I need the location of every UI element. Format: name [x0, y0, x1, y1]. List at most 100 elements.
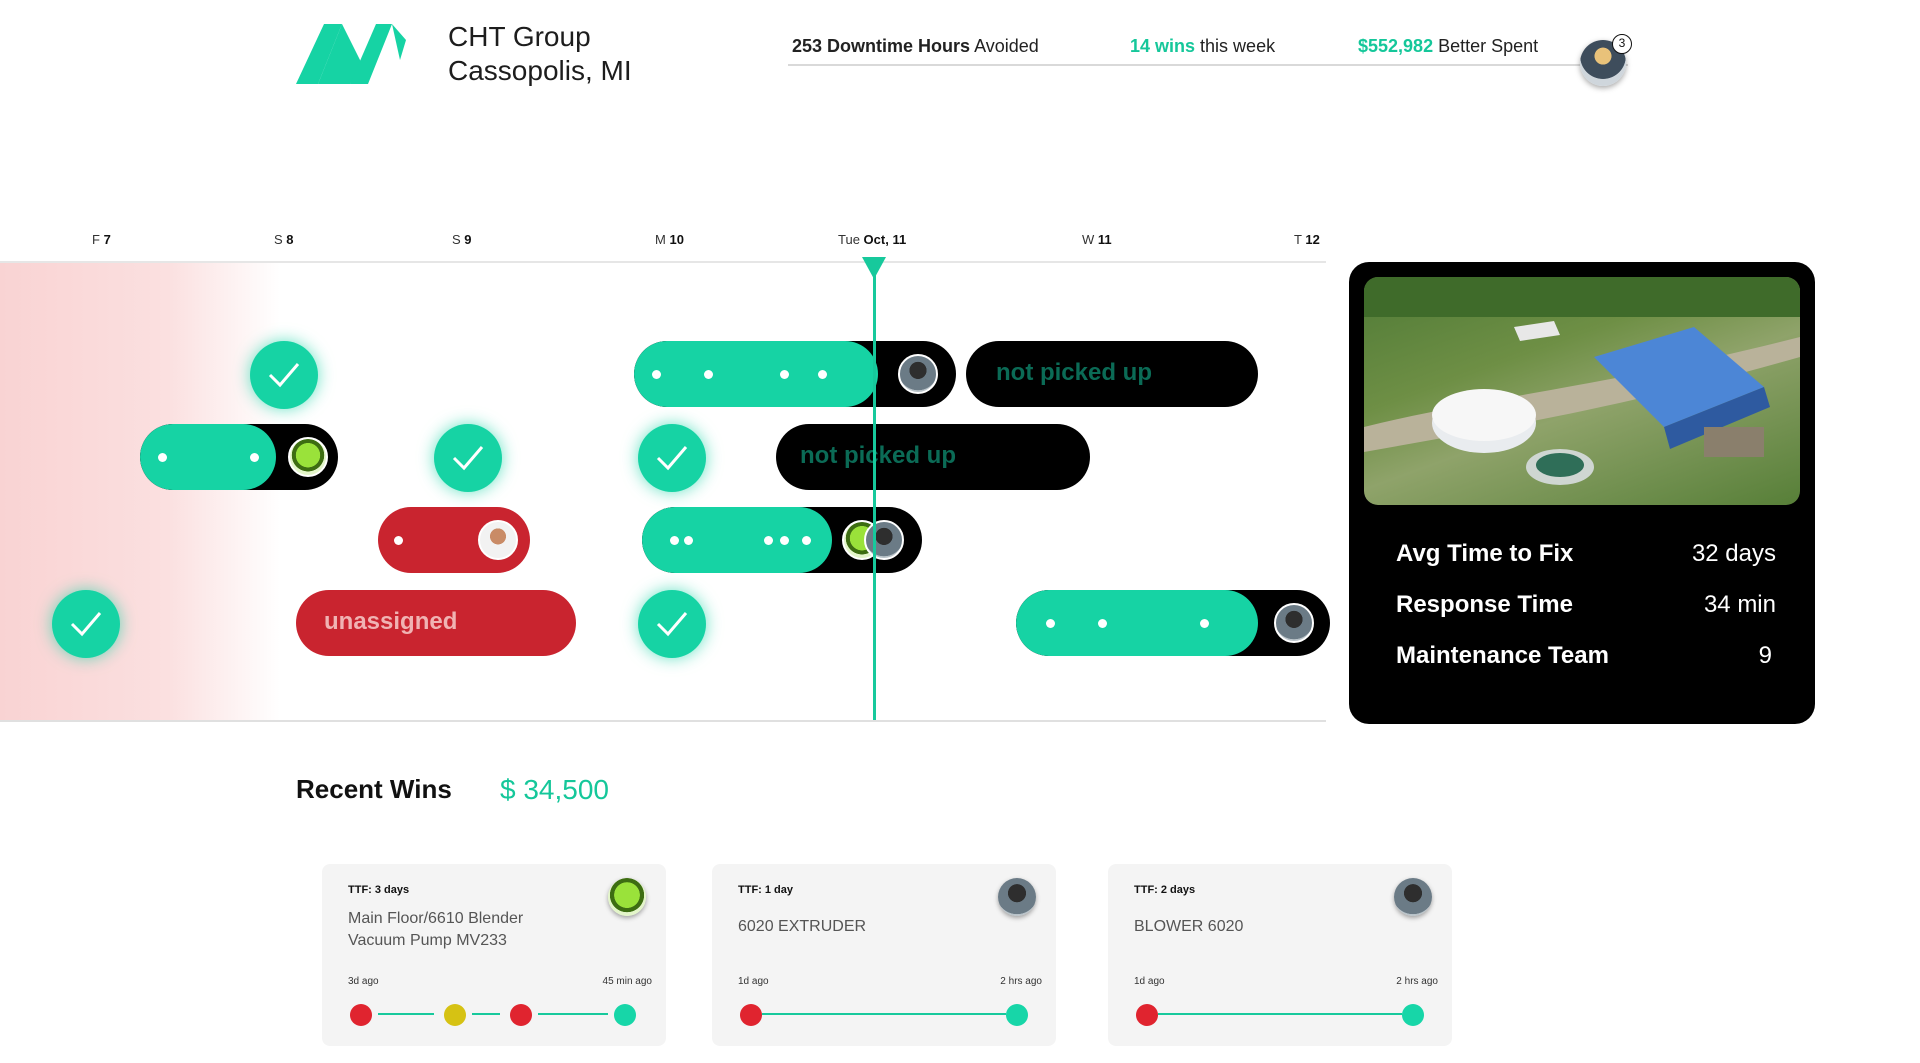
progress-line	[1158, 1013, 1402, 1015]
work-order-bar-unpicked[interactable]: not picked up	[966, 341, 1258, 407]
status-node-red	[740, 1004, 762, 1026]
site-photo-illustration	[1364, 277, 1800, 485]
event-dot	[802, 536, 811, 545]
status-node-green	[614, 1004, 636, 1026]
company-title: CHT Group	[448, 21, 591, 52]
finished-ago: 45 min ago	[602, 976, 652, 987]
event-dot	[1098, 619, 1107, 628]
recent-wins-amount: $ 34,500	[500, 774, 609, 805]
progress-fill	[634, 341, 878, 407]
stat-avg-time-to-fix: Avg Time to Fix 32 days	[1396, 540, 1776, 567]
work-order-bar-unpicked[interactable]: not picked up	[776, 424, 1090, 490]
completed-check[interactable]	[434, 424, 502, 492]
progress-line	[762, 1013, 1006, 1015]
stats-bar: 253 Downtime Hours Avoided 14 wins this …	[788, 30, 1628, 66]
stat-spent: $552,982 Better Spent	[1358, 36, 1538, 57]
started-ago: 1d ago	[738, 976, 769, 987]
wins-value: 14 wins	[1130, 36, 1196, 56]
company-location: Cassopolis, MI	[448, 55, 632, 86]
recent-wins-title: Recent Wins	[296, 774, 452, 804]
started-ago: 1d ago	[1134, 976, 1165, 987]
event-dot	[158, 453, 167, 462]
past-days-overlay	[0, 263, 280, 720]
started-ago: 3d ago	[348, 976, 379, 987]
assignee-avatar[interactable]	[478, 520, 518, 560]
event-dot	[1200, 619, 1209, 628]
assignee-avatar[interactable]	[1394, 878, 1432, 916]
check-icon	[268, 363, 300, 388]
today-indicator-marker	[862, 257, 886, 279]
assignee-avatar[interactable]	[898, 354, 938, 394]
asset-title: BLOWER 6020	[1134, 918, 1244, 935]
day-label: F 7	[92, 232, 111, 247]
progress-fill	[1016, 590, 1258, 656]
event-dot	[1046, 619, 1055, 628]
completed-check[interactable]	[52, 590, 120, 658]
spent-value: $552,982	[1358, 36, 1434, 56]
asset-title: 6020 EXTRUDER	[738, 918, 867, 935]
completed-check[interactable]	[250, 341, 318, 409]
check-icon	[452, 446, 484, 471]
event-dot	[394, 536, 403, 545]
check-icon	[656, 612, 688, 637]
stat-downtime: 253 Downtime Hours Avoided	[792, 36, 1039, 57]
site-summary-card: Avg Time to Fix 32 days Response Time 34…	[1349, 262, 1815, 724]
timeline-top-border	[0, 261, 1326, 263]
time-to-fix: TTF: 2 days	[1134, 884, 1196, 896]
site-aerial-photo	[1364, 277, 1800, 505]
event-dot	[780, 370, 789, 379]
stat-maintenance-team: Maintenance Team 9	[1396, 642, 1772, 669]
asset-title: Main Floor/6610 Blender Vacuum Pump MV23…	[348, 910, 524, 949]
assignee-avatar[interactable]	[864, 520, 904, 560]
notification-badge[interactable]: 3	[1612, 34, 1632, 54]
recent-win-card[interactable]: TTF: 3 days Main Floor/6610 Blender Vacu…	[322, 864, 666, 1046]
status-node-red	[1136, 1004, 1158, 1026]
timeline-bottom-border	[0, 720, 1326, 722]
today-indicator-line	[873, 263, 876, 722]
event-dot	[250, 453, 259, 462]
recent-win-card[interactable]: TTF: 1 day 6020 EXTRUDER 1d ago 2 hrs ag…	[712, 864, 1056, 1046]
downtime-value: 253 Downtime Hours	[792, 36, 971, 56]
day-label: W 11	[1082, 232, 1112, 247]
check-icon	[656, 446, 688, 471]
stat-wins: 14 wins this week	[1130, 36, 1275, 57]
status-node-red	[350, 1004, 372, 1026]
company-name: CHT Group Cassopolis, MI	[448, 20, 632, 88]
work-order-bar[interactable]	[634, 341, 956, 407]
day-label: M 10	[655, 232, 684, 247]
time-to-fix: TTF: 3 days	[348, 884, 410, 896]
event-dot	[670, 536, 679, 545]
day-label: S 9	[452, 232, 472, 247]
assignee-avatar[interactable]	[288, 437, 328, 477]
work-order-bar-unassigned[interactable]: unassigned	[296, 590, 576, 656]
event-dot	[818, 370, 827, 379]
completed-check[interactable]	[638, 424, 706, 492]
downtime-suffix: Avoided	[974, 36, 1039, 56]
event-dot	[704, 370, 713, 379]
status-node-green	[1006, 1004, 1028, 1026]
day-label: S 8	[274, 232, 294, 247]
recent-win-card[interactable]: TTF: 2 days BLOWER 6020 1d ago 2 hrs ago	[1108, 864, 1452, 1046]
work-order-bar[interactable]	[140, 424, 338, 490]
status-node-red	[510, 1004, 532, 1026]
progress-line	[378, 1013, 434, 1015]
assignee-avatar[interactable]	[608, 878, 646, 916]
completed-check[interactable]	[638, 590, 706, 658]
assignee-avatar[interactable]	[1274, 603, 1314, 643]
day-label: T 12	[1294, 232, 1320, 247]
finished-ago: 2 hrs ago	[1396, 976, 1438, 987]
status-label: unassigned	[324, 608, 458, 635]
event-dot	[652, 370, 661, 379]
stat-response-time: Response Time 34 min	[1396, 591, 1776, 618]
status-label: not picked up	[800, 442, 956, 469]
time-to-fix: TTF: 1 day	[738, 884, 794, 896]
event-dot	[684, 536, 693, 545]
finished-ago: 2 hrs ago	[1000, 976, 1042, 987]
company-logo	[296, 24, 406, 84]
work-order-bar[interactable]	[1016, 590, 1330, 656]
assignee-avatar[interactable]	[998, 878, 1036, 916]
progress-line	[538, 1013, 608, 1015]
event-dot	[764, 536, 773, 545]
work-order-bar[interactable]	[642, 507, 922, 573]
work-order-bar-overdue[interactable]	[378, 507, 530, 573]
